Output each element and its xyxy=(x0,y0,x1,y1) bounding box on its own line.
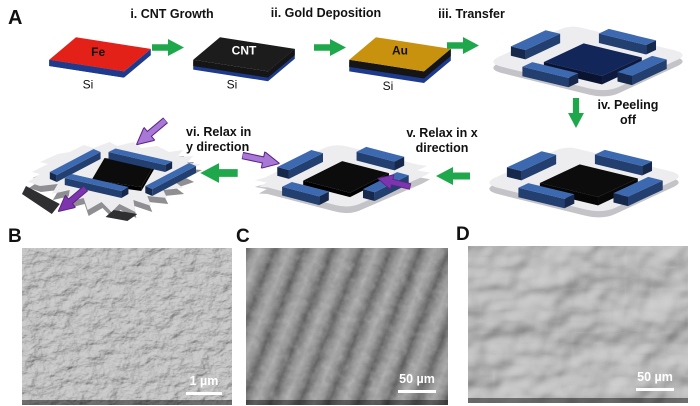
step-v-line2: direction xyxy=(415,141,469,155)
slab-au-on-cnt-si: Au Si xyxy=(349,37,451,92)
step-iv-label: iv. Peeling off xyxy=(590,98,666,128)
panel-c-label: C xyxy=(236,226,250,247)
slab-substrate-label: Si xyxy=(383,79,394,92)
slab-substrate-label: Si xyxy=(83,78,94,92)
scale-bar-c-line xyxy=(398,390,436,393)
scale-bar-c: 50 µm xyxy=(398,372,436,393)
step-vi-line2: y direction xyxy=(186,140,250,154)
scale-bar-b: 1 µm xyxy=(186,374,222,395)
sem-image-cnt-forest: 1 µm xyxy=(22,248,232,405)
arrow-left-icon xyxy=(436,167,470,185)
step-vi-label: vi. Relax in y direction xyxy=(186,125,272,155)
step-vi-line1: vi. Relax in xyxy=(186,125,252,139)
step-ii-label: ii. Gold Deposition xyxy=(270,6,382,20)
sem-bottom-shade xyxy=(468,398,688,403)
scale-bar-c-text: 50 µm xyxy=(399,372,435,387)
slab-film-label: Au xyxy=(392,43,408,57)
sem-image-crumples: 50 µm xyxy=(468,246,688,403)
sem-bottom-shade xyxy=(246,400,448,405)
sem-image-wrinkles: 50 µm xyxy=(246,248,448,405)
slab-cnt-on-si: CNT Si xyxy=(193,37,295,92)
slab-film-label: Fe xyxy=(91,45,105,59)
step-iv-line1: iv. Peeling xyxy=(597,98,659,112)
slab-substrate-label: Si xyxy=(227,78,238,92)
step-v-line1: v. Relax in x xyxy=(406,126,478,140)
arrow-down-icon xyxy=(568,98,584,128)
slab-fe-on-si: Fe Si xyxy=(49,37,151,92)
panel-a-label: A xyxy=(8,7,23,29)
scale-bar-d-text: 50 µm xyxy=(637,370,673,385)
scale-bar-d-line xyxy=(636,388,674,391)
scale-bar-b-line xyxy=(186,392,222,395)
stretcher-device-relaxed-x xyxy=(254,145,431,214)
arrow-left-icon xyxy=(200,163,238,183)
stretcher-device-peeled xyxy=(489,147,679,218)
panel-b-label: B xyxy=(8,226,22,247)
step-iv-line2: off xyxy=(620,113,636,127)
slab-film-label: CNT xyxy=(232,43,257,57)
step-v-label: v. Relax in x direction xyxy=(396,126,488,156)
arrow-right-icon xyxy=(447,37,479,54)
stretcher-device-relaxed-xy xyxy=(21,142,202,221)
stretcher-device-transferred xyxy=(493,26,683,97)
scale-bar-b-text: 1 µm xyxy=(189,374,219,389)
arrow-right-icon xyxy=(152,39,184,56)
step-i-label: i. CNT Growth xyxy=(130,7,214,21)
panel-d-label: D xyxy=(456,224,470,245)
step-iii-label: iii. Transfer xyxy=(438,7,505,21)
scale-bar-d: 50 µm xyxy=(636,370,674,391)
sem-bottom-shade xyxy=(22,400,232,405)
